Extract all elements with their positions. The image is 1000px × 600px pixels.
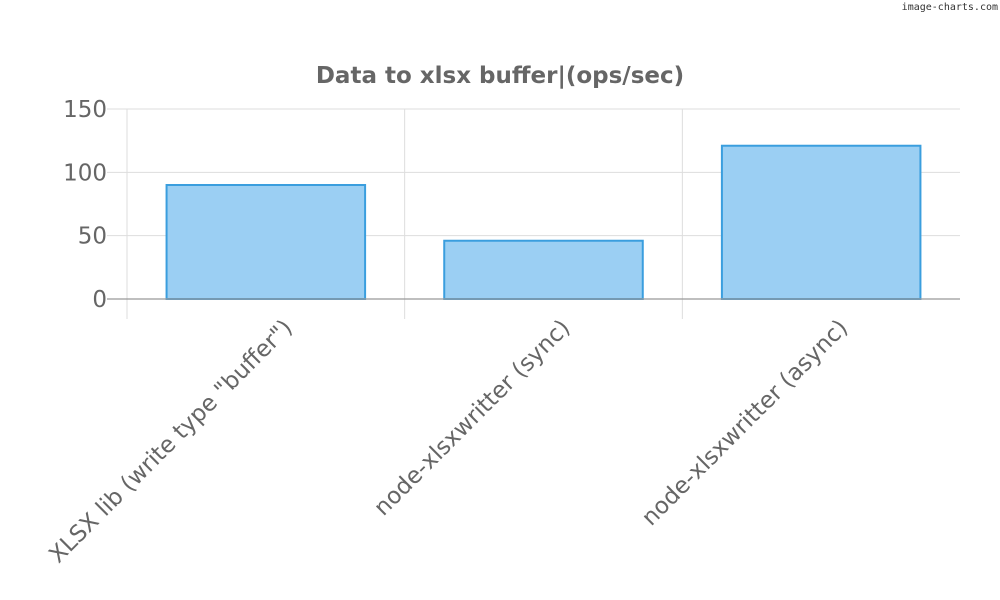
bar-series [165, 144, 922, 301]
x-tick-label: node-xlsxwritter (async) [637, 315, 853, 531]
chart-title: Data to xlsx buffer|(ops/sec) [316, 63, 684, 89]
y-tick-label: 150 [63, 97, 107, 123]
bar [165, 184, 367, 300]
y-tick-label: 0 [92, 287, 107, 313]
x-tick-label: XLSX lib (write type "buffer") [44, 315, 297, 568]
y-tick-label: 50 [78, 224, 107, 250]
bar [443, 239, 644, 301]
bar [720, 144, 922, 300]
y-axis-tick-labels: 0 50 100 150 [63, 97, 107, 313]
y-tick-label: 100 [63, 160, 107, 186]
x-tick-label: node-xlsxwritter (sync) [369, 315, 575, 521]
x-axis-tick-labels: XLSX lib (write type "buffer") node-xlsxw… [44, 315, 853, 568]
watermark-text: image-charts.com [902, 2, 998, 13]
